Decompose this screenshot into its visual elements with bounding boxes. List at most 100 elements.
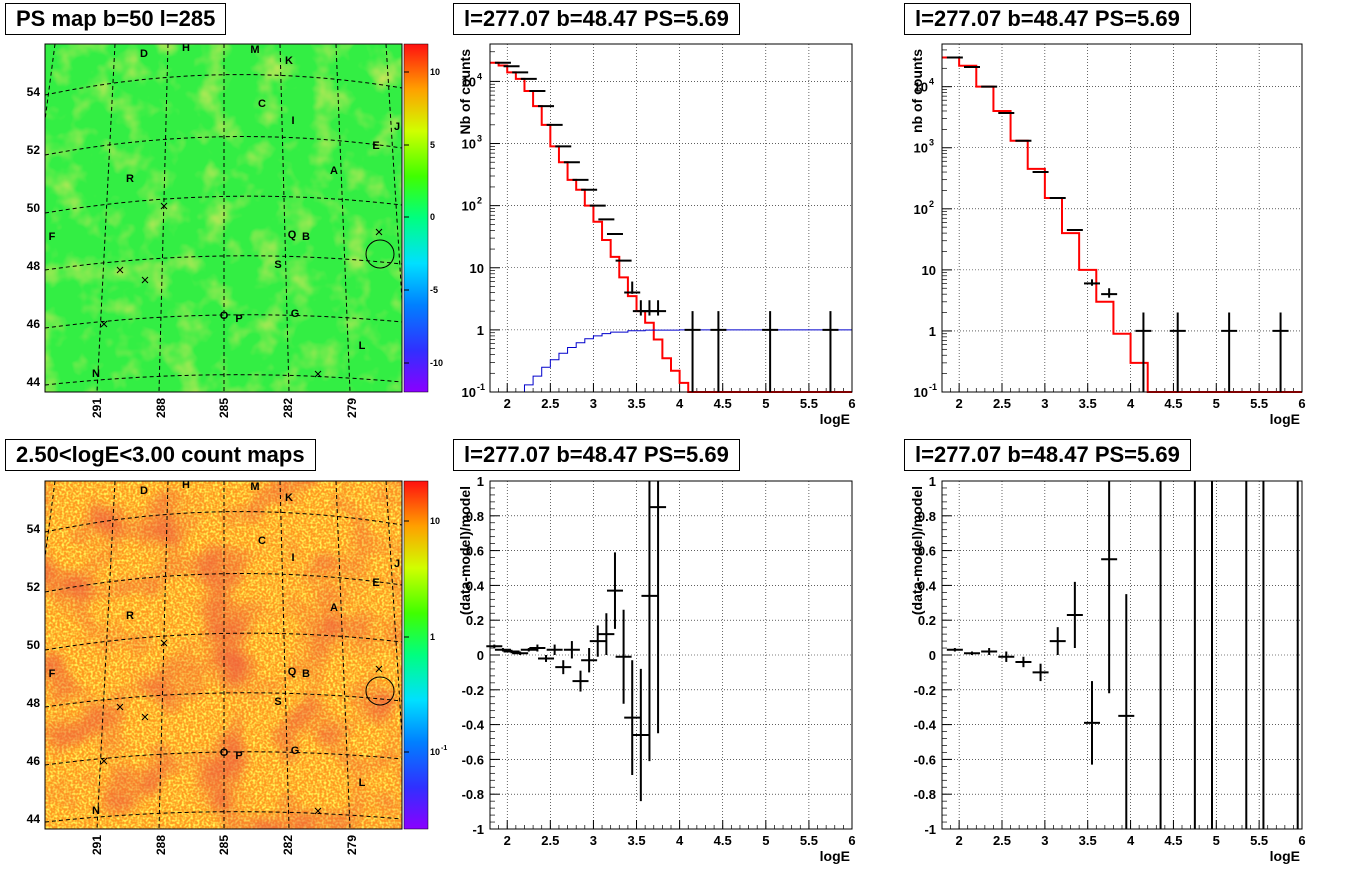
x-axis-label: logE: [1270, 411, 1300, 427]
data-point: [624, 660, 641, 776]
ps-source-circle: [365, 239, 395, 269]
y-tick-label: 0.8: [466, 509, 484, 524]
y-tick-label: -0.2: [914, 683, 936, 698]
y-axis-label: nb of counts: [909, 49, 925, 133]
source-label-I: I: [291, 115, 294, 127]
data-point: [494, 648, 511, 652]
source-label-F: F: [49, 668, 56, 680]
y-tick-label: 10: [922, 263, 936, 278]
y-tick-exponent: 2: [929, 199, 934, 209]
y-axis-label: (data-model)/model: [457, 486, 473, 615]
data-point: [632, 668, 649, 802]
source-label-H: H: [182, 42, 190, 54]
y-tick-label: 1: [929, 324, 936, 339]
y-tick-exponent: -1: [477, 382, 485, 392]
x-tick-label: 3.5: [627, 833, 645, 848]
source-label-C: C: [258, 535, 266, 547]
data-point: [563, 641, 580, 659]
x-tick-label: 2.5: [993, 396, 1011, 411]
data-point: [581, 648, 598, 673]
spectrum-2-title: l=277.07 b=48.47 PS=5.69: [904, 3, 1191, 35]
y-axis-label: Nb of counts: [457, 49, 473, 135]
source-label-A: A: [330, 602, 338, 614]
x-tick-label: 3.5: [1079, 833, 1097, 848]
source-label-Q: Q: [288, 229, 297, 241]
data-point: [555, 660, 572, 675]
source-label-D: D: [140, 485, 148, 497]
lat-tick-label: 48: [27, 259, 41, 273]
y-tick-label: 1: [477, 474, 484, 489]
y-tick-label: -0.4: [914, 718, 937, 733]
source-label-R: R: [126, 610, 134, 622]
y-tick-exponent: 2: [477, 196, 482, 206]
source-label-E: E: [372, 577, 379, 589]
plot-frame: [941, 480, 1303, 830]
data-point: [710, 311, 727, 392]
y-tick-exponent: 4: [477, 71, 482, 81]
plot-area: [942, 44, 1302, 392]
lon-tick-label: 282: [281, 398, 295, 418]
source-label-R: R: [126, 173, 134, 185]
colorbar-tick-label: 5: [430, 140, 435, 150]
ps-map-lat-ticks: 44 46 48 50 52 54: [27, 85, 41, 389]
lat-tick-label: 44: [27, 812, 41, 826]
source-label-M: M: [250, 481, 259, 493]
data-point: [520, 648, 537, 652]
data-point: [641, 481, 658, 762]
y-tick-label: 0.4: [466, 578, 485, 593]
y-tick-exponent: 4: [929, 77, 934, 87]
x-tick-label: 5.5: [800, 396, 818, 411]
y-tick-label: 10: [914, 202, 928, 217]
data-point: [572, 670, 589, 692]
residual-2-title: l=277.07 b=48.47 PS=5.69: [904, 439, 1191, 471]
lat-tick-label: 44: [27, 375, 41, 389]
source-label-B: B: [302, 231, 310, 243]
y-tick-label: 10: [914, 141, 928, 156]
colorbar-tick-label: 10: [430, 747, 440, 757]
data-point: [998, 651, 1015, 662]
x-tick-label: 4.5: [714, 396, 732, 411]
x-tick-label: 4.5: [714, 833, 732, 848]
source-label-G: G: [291, 308, 300, 320]
data-point: [529, 644, 546, 652]
data-point: [546, 644, 563, 655]
source-label-K: K: [285, 492, 293, 504]
y-tick-label: -0.4: [462, 718, 485, 733]
data-point: [1221, 312, 1238, 392]
y-tick-label: 1: [929, 474, 936, 489]
lon-tick-label: 282: [281, 835, 295, 855]
count-colorbar: [403, 480, 429, 830]
ps-map-title: PS map b=50 l=285: [5, 3, 227, 35]
x-tick-label: 2: [956, 396, 963, 411]
source-label-O: O: [220, 310, 229, 322]
y-tick-label: -0.6: [462, 752, 484, 767]
source-label-L: L: [359, 777, 366, 789]
residual-chart-2: 2 2.5 3 3.5 4 4.5 5 5.5 6 -1 -0.8 -0.6 -0.4 -0.2 0 0.2 0…: [909, 474, 1306, 864]
x-tick-label: 4: [1127, 396, 1135, 411]
ps-colorbar: [403, 43, 429, 393]
count-map-lon-ticks: 291 288 285 282 279: [90, 835, 359, 855]
lon-tick-label: 279: [345, 398, 359, 418]
x-tick-label: 5.5: [1250, 833, 1268, 848]
source-label-M: M: [250, 44, 259, 56]
source-label-L: L: [359, 340, 366, 352]
count-map-frame: [44, 480, 403, 830]
x-tick-label: 2.5: [541, 833, 559, 848]
data-point: [1084, 279, 1100, 286]
colorbar-tick-label: 10: [430, 67, 440, 77]
x-tick-label: 5: [1213, 833, 1220, 848]
lat-tick-label: 52: [27, 143, 41, 157]
x-tick-label: 3: [1041, 396, 1048, 411]
source-label-K: K: [285, 55, 293, 67]
data-point: [762, 311, 779, 392]
spectrum-1-title: l=277.07 b=48.47 PS=5.69: [453, 3, 740, 35]
x-tick-label: 2.5: [541, 396, 559, 411]
data-point: [964, 651, 980, 655]
y-tick-label: 0: [929, 648, 936, 663]
lat-tick-label: 54: [27, 522, 41, 536]
data-point: [1015, 656, 1032, 668]
colorbar-tick-label: 0: [430, 212, 435, 222]
x-tick-label: 6: [848, 396, 855, 411]
